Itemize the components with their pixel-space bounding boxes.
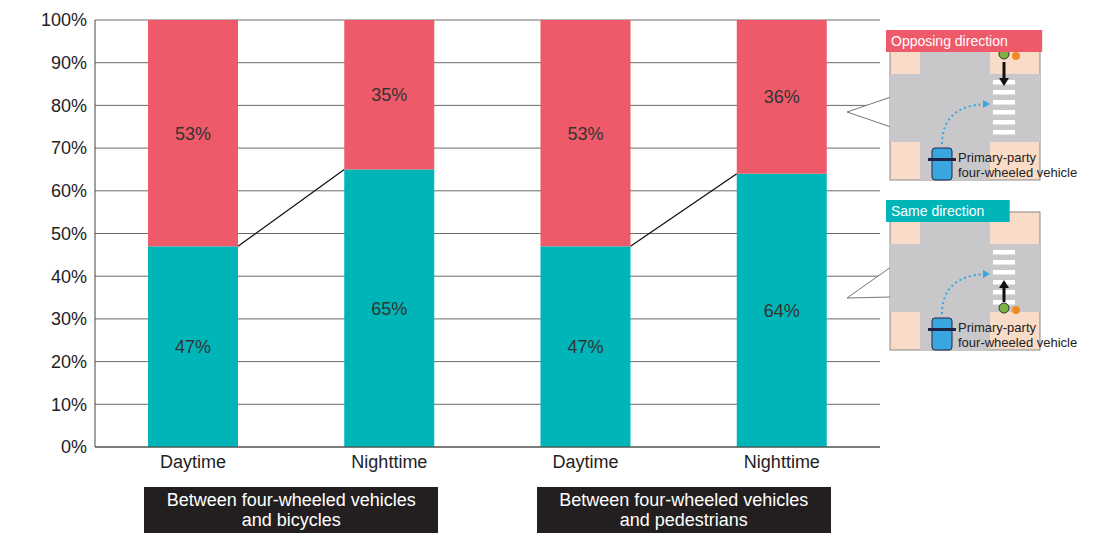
svg-text:Nighttime: Nighttime — [351, 452, 427, 472]
svg-text:53%: 53% — [175, 124, 211, 144]
svg-text:Daytime: Daytime — [553, 452, 619, 472]
html-text:Between four-wheeled vehicles: Between four-wheeled vehicles and bicycl… — [166, 490, 416, 530]
svg-text:Daytime: Daytime — [160, 452, 226, 472]
html-text:Between four-wheeled vehicles: Between four-wheeled vehicles and pedest… — [559, 490, 809, 530]
svg-text:100%: 100% — [41, 10, 87, 30]
svg-text:47%: 47% — [567, 337, 603, 357]
svg-text:70%: 70% — [51, 138, 87, 158]
svg-text:65%: 65% — [371, 299, 407, 319]
svg-text:80%: 80% — [51, 96, 87, 116]
svg-text:36%: 36% — [764, 87, 800, 107]
svg-text:Primary-partyfour-wheeled vehi: Primary-partyfour-wheeled vehicle — [958, 150, 1077, 180]
svg-text:90%: 90% — [51, 53, 87, 73]
svg-text:64%: 64% — [764, 301, 800, 321]
svg-text:Primary-partyfour-wheeled vehi: Primary-partyfour-wheeled vehicle — [958, 320, 1077, 350]
svg-text:Same direction: Same direction — [891, 203, 984, 219]
svg-text:40%: 40% — [51, 267, 87, 287]
svg-text:Opposing direction: Opposing direction — [891, 33, 1008, 49]
svg-text:53%: 53% — [567, 124, 603, 144]
svg-text:50%: 50% — [51, 224, 87, 244]
svg-text:35%: 35% — [371, 85, 407, 105]
svg-text:30%: 30% — [51, 309, 87, 329]
svg-text:10%: 10% — [51, 395, 87, 415]
svg-text:47%: 47% — [175, 337, 211, 357]
svg-text:Nighttime: Nighttime — [744, 452, 820, 472]
svg-text:60%: 60% — [51, 181, 87, 201]
svg-text:0%: 0% — [61, 437, 87, 457]
svg-text:20%: 20% — [51, 352, 87, 372]
